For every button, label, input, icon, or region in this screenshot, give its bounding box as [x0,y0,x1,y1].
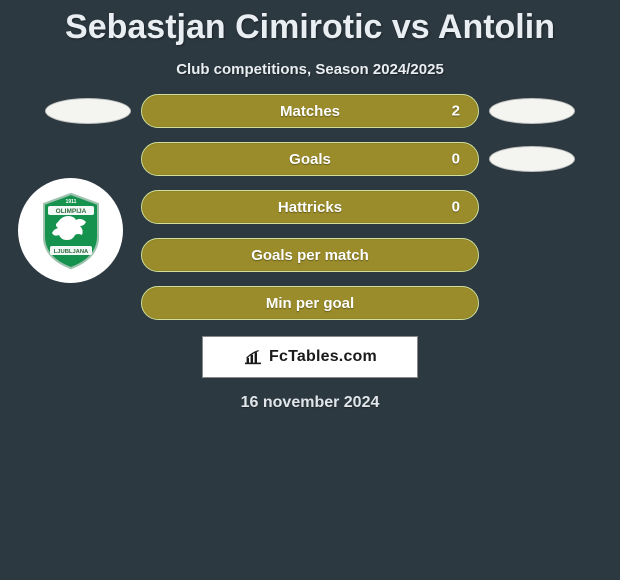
date-label: 16 november 2024 [0,394,620,412]
stat-label: Goals per match [251,247,369,264]
stat-value: 0 [452,151,460,168]
stat-value: 0 [452,199,460,216]
stat-label: Min per goal [266,295,354,312]
stat-row: Goals 0 [0,142,620,176]
stat-bar-mpg: Min per goal [141,286,479,320]
badge-text-top: OLIMPIJA [55,208,86,215]
stat-value: 2 [452,103,460,120]
page-subtitle: Club competitions, Season 2024/2025 [0,47,620,94]
stat-label: Hattricks [278,199,342,216]
placeholder-chip-right [489,98,575,124]
stat-label: Goals [289,151,331,168]
page-title: Sebastjan Cimirotic vs Antolin [0,0,620,47]
right-slot [479,98,585,124]
stat-bar-gpm: Goals per match [141,238,479,272]
right-slot [479,146,585,172]
badge-year: 1911 [65,199,76,205]
stat-bar-matches: Matches 2 [141,94,479,128]
shield-icon: OLIMPIJA 1911 LJUBLJANA [38,192,104,270]
stat-row: Min per goal [0,286,620,320]
placeholder-chip-right [489,146,575,172]
placeholder-chip-left [45,98,131,124]
brand-label: FcTables.com [269,348,377,366]
left-slot [35,98,141,124]
stat-bar-goals: Goals 0 [141,142,479,176]
brand-box[interactable]: FcTables.com [202,336,418,378]
club-badge: OLIMPIJA 1911 LJUBLJANA [18,178,123,283]
bar-chart-icon [243,349,263,365]
stat-label: Matches [280,103,340,120]
stat-bar-hattricks: Hattricks 0 [141,190,479,224]
badge-text-bottom: LJUBLJANA [53,249,88,255]
stat-row: Matches 2 [0,94,620,128]
